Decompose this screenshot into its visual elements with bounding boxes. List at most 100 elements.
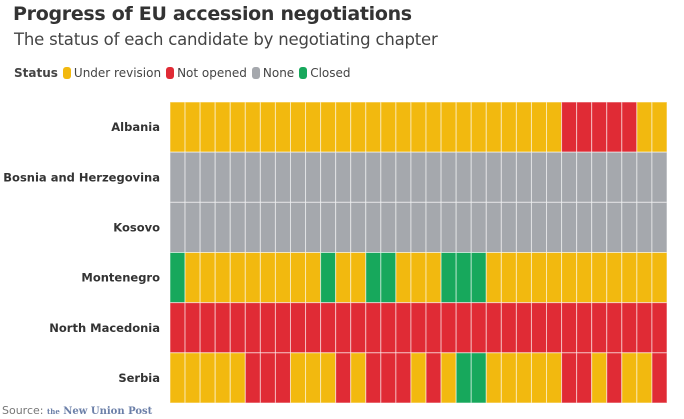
heatmap-cell: [335, 151, 352, 203]
heatmap-cell: [485, 252, 502, 304]
heatmap-cell: [561, 352, 578, 404]
heatmap-cell: [335, 252, 352, 304]
heatmap-cell: [591, 101, 608, 153]
legend-swatch: [62, 67, 71, 79]
heatmap-cell: [561, 151, 578, 203]
heatmap-cell: [335, 352, 352, 404]
heatmap-cell: [576, 352, 593, 404]
heatmap-cell: [425, 101, 442, 153]
row-label: Montenegro: [81, 271, 160, 285]
heatmap-cell: [229, 201, 246, 253]
heatmap-cell: [305, 252, 322, 304]
heatmap-cell: [470, 302, 487, 354]
heatmap-cell: [214, 252, 231, 304]
heatmap-cell: [425, 352, 442, 404]
heatmap-cell: [606, 252, 623, 304]
heatmap-cell: [184, 151, 201, 203]
heatmap-cell: [305, 201, 322, 253]
heatmap-cell: [380, 151, 397, 203]
heatmap-cell: [651, 101, 668, 153]
heatmap-cell: [184, 201, 201, 253]
heatmap-cell: [395, 151, 412, 203]
heatmap-cell: [335, 302, 352, 354]
heatmap-cell: [395, 302, 412, 354]
legend-item: Closed: [299, 66, 351, 80]
heatmap-cell: [380, 352, 397, 404]
heatmap-cell: [214, 352, 231, 404]
legend-swatch: [251, 67, 260, 79]
heatmap-cell: [410, 352, 427, 404]
heatmap-cell: [530, 302, 548, 354]
heatmap-cell: [515, 201, 532, 253]
heatmap-cell: [199, 201, 216, 253]
heatmap-cell: [184, 252, 201, 304]
heatmap-cell: [274, 101, 291, 153]
heatmap-cell: [184, 101, 201, 153]
heatmap-cell: [636, 302, 653, 354]
heatmap-cell: [214, 201, 231, 253]
heatmap-cell: [651, 201, 668, 253]
heatmap-cell: [365, 101, 382, 153]
heatmap-cell: [515, 352, 532, 404]
heatmap-cell: [651, 252, 668, 304]
heatmap-cell: [214, 101, 231, 153]
heatmap-cell: [576, 252, 593, 304]
legend-item: Under revision: [62, 66, 161, 80]
heatmap-cell: [305, 101, 322, 153]
heatmap-cell: [350, 252, 367, 304]
heatmap-cell: [380, 302, 397, 354]
heatmap-cell: [500, 201, 517, 253]
heatmap-cell: [576, 302, 593, 354]
heatmap-cell: [365, 201, 382, 253]
heatmap-cell: [199, 302, 216, 354]
legend-swatch: [299, 67, 308, 79]
heatmap-cell: [259, 302, 276, 354]
heatmap-cell: [229, 302, 246, 354]
heatmap-cell: [169, 352, 186, 404]
heatmap-cell: [485, 302, 502, 354]
heatmap-cell: [485, 352, 502, 404]
heatmap-cell: [350, 352, 367, 404]
legend-swatch: [166, 67, 175, 79]
heatmap-cell: [530, 101, 548, 153]
heatmap-cell: [184, 302, 201, 354]
heatmap-cell: [274, 352, 291, 404]
heatmap-cell: [651, 151, 668, 203]
heatmap-cell: [515, 252, 532, 304]
heatmap-cell: [169, 201, 186, 253]
heatmap-cell: [621, 352, 638, 404]
heatmap-cell: [169, 151, 186, 203]
heatmap-cell: [470, 352, 487, 404]
heatmap-cell: [546, 151, 563, 203]
heatmap-cell: [440, 252, 457, 304]
heatmap-cell: [169, 101, 186, 153]
heatmap-cell: [425, 201, 442, 253]
chart-subtitle: The status of each candidate by negotiat…: [14, 30, 438, 49]
heatmap-cell: [500, 151, 517, 203]
heatmap-cell: [455, 252, 472, 304]
heatmap-cell: [591, 302, 608, 354]
heatmap-cell: [395, 101, 412, 153]
heatmap-cell: [636, 201, 653, 253]
heatmap-row: Albania: [111, 101, 668, 153]
heatmap-row: Montenegro: [81, 252, 668, 304]
row-label: Bosnia and Herzegovina: [3, 170, 160, 184]
heatmap-cell: [365, 151, 382, 203]
heatmap-cell: [259, 151, 276, 203]
heatmap-cell: [229, 101, 246, 153]
heatmap-cell: [244, 302, 261, 354]
heatmap-cell: [440, 302, 457, 354]
heatmap-cell: [470, 252, 487, 304]
heatmap-cell: [485, 151, 502, 203]
legend-item: Not opened: [166, 66, 247, 80]
heatmap-cell: [591, 352, 608, 404]
heatmap-cell: [546, 101, 563, 153]
heatmap-cell: [425, 252, 442, 304]
heatmap-cell: [470, 201, 487, 253]
heatmap-cell: [455, 101, 472, 153]
heatmap-cell: [500, 352, 517, 404]
heatmap-cell: [425, 151, 442, 203]
legend-title: Status: [14, 66, 58, 80]
legend-label: Closed: [310, 66, 351, 80]
heatmap-cell: [259, 352, 276, 404]
